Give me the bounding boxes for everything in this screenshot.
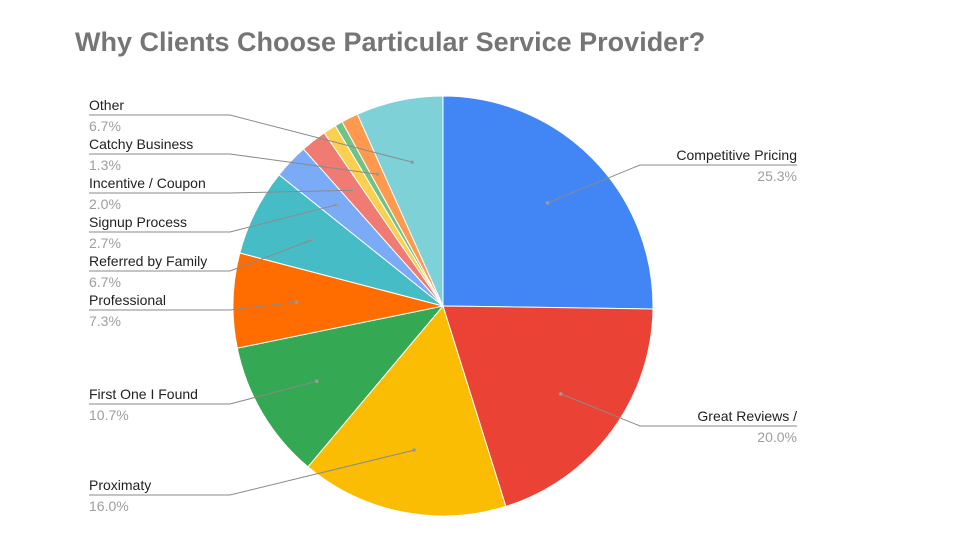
leader-line bbox=[89, 239, 312, 272]
pie-slice-other bbox=[356, 95, 444, 307]
leader-line bbox=[89, 114, 413, 163]
leader-dot bbox=[294, 300, 298, 304]
slice-label: Competitive Pricing bbox=[676, 147, 797, 163]
slice-label: Incentive / Coupon bbox=[89, 175, 206, 191]
leader-line bbox=[89, 301, 297, 311]
leader-line bbox=[560, 393, 797, 427]
slice-label: Proximaty bbox=[89, 477, 151, 493]
leader-dot bbox=[410, 160, 415, 164]
slice-value-label: 16.0% bbox=[89, 498, 129, 514]
slice-labels: Competitive Pricing 25.3% Great Reviews / 2… bbox=[89, 97, 797, 514]
chart-title: Why Clients Choose Particular Service Pr… bbox=[75, 27, 706, 57]
slice-label: Signup Process bbox=[89, 214, 187, 230]
slice-value-label: 25.3% bbox=[757, 168, 797, 184]
slice-value-label: 10.7% bbox=[89, 407, 129, 423]
leader-lines bbox=[89, 114, 797, 496]
slice-value-label: 2.7% bbox=[89, 235, 121, 251]
leader-dot bbox=[334, 203, 339, 207]
leader-line bbox=[547, 164, 797, 204]
leader-line bbox=[89, 380, 317, 405]
slice-label: Catchy Business bbox=[89, 136, 193, 152]
slice-value-label: 6.7% bbox=[89, 274, 121, 290]
slice-value-label: 7.3% bbox=[89, 313, 121, 329]
leader-line bbox=[89, 204, 337, 233]
leader-dot bbox=[309, 238, 314, 242]
slice-label: Professional bbox=[89, 292, 166, 308]
pie-slice-first-one-i-found bbox=[236, 305, 445, 468]
slice-label: First One I Found bbox=[89, 386, 198, 402]
slice-value-label: 6.7% bbox=[89, 118, 121, 134]
leader-dot bbox=[350, 188, 355, 192]
leader-line bbox=[89, 449, 415, 496]
slice-value-label: 1.3% bbox=[89, 157, 121, 173]
leader-line bbox=[89, 153, 378, 175]
slice-value-label: 20.0% bbox=[757, 429, 797, 445]
slice-label: Other bbox=[89, 97, 124, 113]
slice-label: Great Reviews / bbox=[697, 408, 797, 424]
pie-slice-great-reviews bbox=[442, 305, 654, 508]
slice-label: Referred by Family bbox=[89, 253, 207, 269]
leader-line bbox=[89, 189, 353, 194]
slice-value-label: 2.0% bbox=[89, 196, 121, 212]
